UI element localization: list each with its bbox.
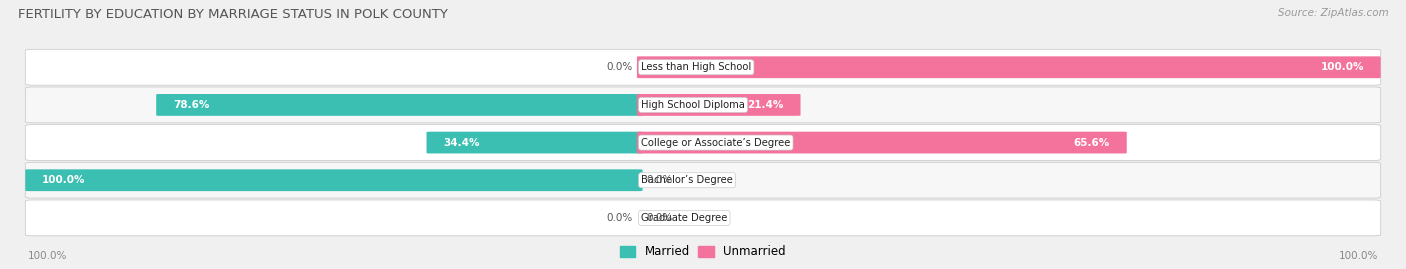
Text: 0.0%: 0.0%	[606, 213, 633, 223]
Text: 34.4%: 34.4%	[443, 137, 479, 148]
Text: Source: ZipAtlas.com: Source: ZipAtlas.com	[1278, 8, 1389, 18]
FancyBboxPatch shape	[637, 94, 800, 116]
Text: Graduate Degree: Graduate Degree	[641, 213, 727, 223]
Text: 65.6%: 65.6%	[1074, 137, 1109, 148]
Text: 0.0%: 0.0%	[606, 62, 633, 72]
Text: 78.6%: 78.6%	[173, 100, 209, 110]
FancyBboxPatch shape	[156, 94, 643, 116]
Text: Bachelor’s Degree: Bachelor’s Degree	[641, 175, 733, 185]
Text: 21.4%: 21.4%	[747, 100, 783, 110]
FancyBboxPatch shape	[25, 49, 1381, 85]
Legend: Married, Unmarried: Married, Unmarried	[616, 241, 790, 263]
Text: 0.0%: 0.0%	[647, 175, 673, 185]
FancyBboxPatch shape	[25, 87, 1381, 123]
FancyBboxPatch shape	[25, 200, 1381, 236]
FancyBboxPatch shape	[637, 56, 1381, 78]
Text: College or Associate’s Degree: College or Associate’s Degree	[641, 137, 790, 148]
Text: 100.0%: 100.0%	[1339, 251, 1378, 261]
Text: 100.0%: 100.0%	[1320, 62, 1364, 72]
Text: 0.0%: 0.0%	[647, 213, 673, 223]
Text: 100.0%: 100.0%	[28, 251, 67, 261]
FancyBboxPatch shape	[426, 132, 643, 153]
FancyBboxPatch shape	[25, 125, 1381, 161]
Text: High School Diploma: High School Diploma	[641, 100, 745, 110]
FancyBboxPatch shape	[637, 132, 1126, 153]
Text: FERTILITY BY EDUCATION BY MARRIAGE STATUS IN POLK COUNTY: FERTILITY BY EDUCATION BY MARRIAGE STATU…	[18, 8, 449, 21]
FancyBboxPatch shape	[25, 162, 1381, 198]
Text: 100.0%: 100.0%	[42, 175, 86, 185]
FancyBboxPatch shape	[25, 169, 643, 191]
Text: Less than High School: Less than High School	[641, 62, 751, 72]
